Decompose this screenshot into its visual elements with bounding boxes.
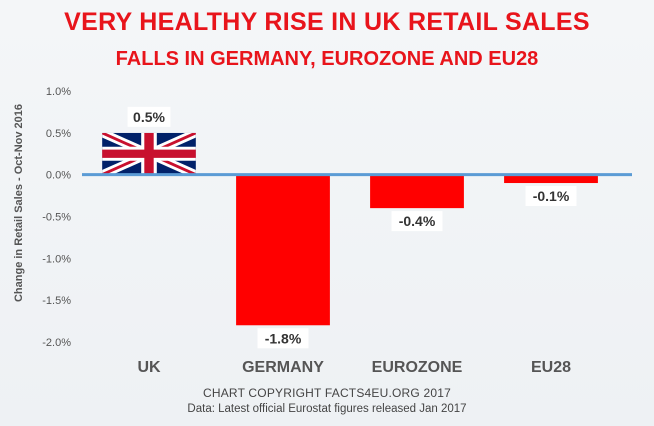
category-label: GERMANY — [242, 359, 324, 376]
bar-eurozone — [370, 174, 464, 209]
category-label: EU28 — [531, 359, 571, 376]
y-tick-label: -0.5% — [42, 212, 71, 224]
data-label: -0.4% — [399, 213, 436, 229]
copyright-note: CHART COPYRIGHT FACTS4EU.ORG 2017 — [202, 386, 451, 400]
category-label: EUROZONE — [372, 359, 463, 376]
y-tick-label: 0.5% — [46, 128, 71, 140]
y-tick-label: -2.0% — [42, 337, 71, 349]
y-tick-label: -1.5% — [42, 295, 71, 307]
bar-eu28 — [504, 174, 598, 184]
chart-subtitle: FALLS IN GERMANY, EUROZONE AND EU28 — [115, 48, 539, 70]
chart-title: VERY HEALTHY RISE IN UK RETAIL SALES — [64, 8, 590, 36]
data-label: -0.1% — [533, 188, 570, 204]
y-tick-label: 0.0% — [46, 170, 71, 182]
y-axis-label: Change in Retail Sales - Oct-Nov 2016 — [13, 104, 25, 302]
y-tick-label: -1.0% — [42, 253, 71, 265]
bar-uk-flag — [102, 133, 196, 175]
category-label: UK — [137, 359, 161, 376]
source-note: Data: Latest official Eurostat figures r… — [187, 403, 467, 415]
data-label: 0.5% — [133, 109, 165, 125]
bar-germany — [236, 174, 330, 326]
y-tick-label: 1.0% — [46, 86, 71, 98]
data-label: -1.8% — [265, 330, 302, 346]
